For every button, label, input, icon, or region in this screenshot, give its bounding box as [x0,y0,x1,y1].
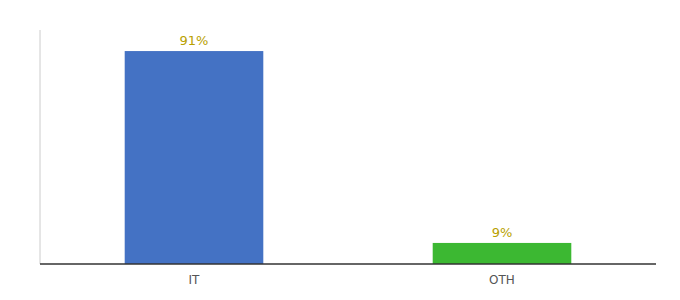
x-axis-line [40,263,656,265]
y-axis-line [40,30,41,264]
bar [433,243,572,264]
chart: 91% 9% IT OTH [0,0,680,300]
chart-container: 91% 9% IT OTH [0,0,680,300]
data-label: 9% [492,225,513,240]
bar [125,51,264,264]
x-tick-label: IT [189,273,201,287]
bars [125,51,572,264]
data-label: 91% [180,33,209,48]
x-tick-label: OTH [489,273,515,287]
